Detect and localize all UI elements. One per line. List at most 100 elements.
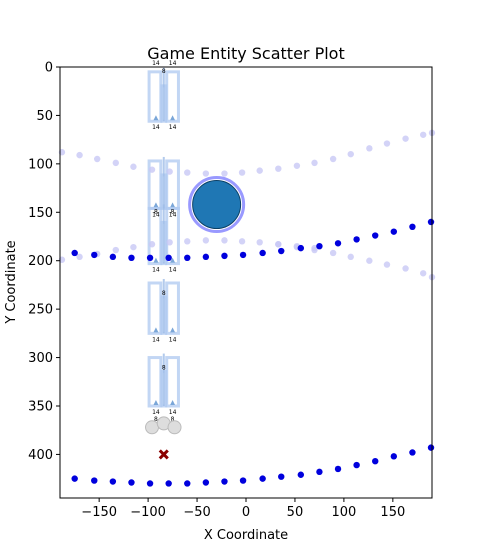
scatter-point [128, 479, 135, 486]
scatter-point [202, 479, 210, 486]
y-tick-label: 350 [28, 399, 53, 414]
scatter-point [383, 261, 391, 268]
scatter-point [347, 150, 354, 158]
entity-label: 14 [169, 124, 177, 131]
entity-triangle [170, 399, 176, 405]
entity-triangle [170, 202, 176, 208]
entity-label: 14 [152, 60, 160, 67]
x-tick-label: −150 [81, 505, 117, 520]
scatter-point [329, 155, 337, 163]
entity-label: 8 [162, 290, 166, 297]
entity-triangle [153, 399, 159, 405]
entity-label: 8 [154, 416, 158, 423]
scatter-point [71, 249, 78, 257]
entity-label: 8 [154, 208, 158, 215]
x-tick-label: 150 [380, 505, 405, 520]
scatter-point [259, 249, 266, 257]
grey-circle [145, 420, 160, 435]
scatter-point [419, 131, 427, 138]
scatter-point [239, 477, 247, 484]
scatter-point [71, 475, 78, 482]
scatter-point [409, 449, 416, 456]
scatter-point [259, 475, 266, 482]
scatter-point [91, 251, 98, 259]
y-tick-label: 150 [28, 206, 53, 221]
scatter-point [165, 254, 172, 262]
scatter-point [202, 170, 210, 177]
scatter-point [94, 155, 101, 163]
y-tick-label: 50 [36, 109, 53, 124]
scatter-point [76, 151, 83, 159]
scatter-point [202, 237, 210, 244]
entity-label: 8 [171, 208, 175, 215]
scatter-point [427, 218, 435, 226]
scatter-point [334, 240, 342, 247]
y-tick-label: 300 [28, 351, 53, 366]
scatter-point [146, 480, 154, 487]
scatter-point [109, 253, 117, 261]
entity-triangle [153, 202, 159, 208]
y-tick-label: 400 [28, 448, 53, 463]
scatter-point [402, 265, 409, 272]
x-tick-label: 0 [242, 505, 250, 520]
entity-triangle [153, 257, 159, 263]
entity-label: 14 [169, 211, 177, 218]
scatter-point [353, 236, 360, 243]
scatter-point [221, 252, 228, 260]
scatter-point [238, 169, 246, 176]
chart-title: Game Entity Scatter Plot [147, 44, 344, 63]
scatter-point [91, 477, 98, 484]
entity-triangle [153, 115, 159, 121]
scatter-point [427, 444, 435, 451]
entity-label: 8 [162, 365, 166, 372]
scatter-point [184, 238, 191, 245]
scatter-point [148, 166, 156, 173]
scatter-point [311, 159, 318, 167]
scatter-point [297, 471, 305, 478]
x-marker [158, 449, 169, 460]
scatter-point [278, 473, 285, 480]
scatter-point [390, 453, 398, 460]
scatter-point [366, 257, 373, 264]
entity-label: 8 [171, 416, 175, 423]
scatter-point [130, 243, 137, 251]
entity-rect-left [147, 356, 163, 408]
scatter-point [221, 478, 228, 485]
x-axis-label: X Coordinate [204, 528, 288, 543]
big-circle-ring [188, 176, 246, 234]
axes-layer: −150 −100 −50 0 50 100 150 0 50 100 150 200 250 300 35… [28, 61, 405, 521]
scatter-point [256, 239, 263, 246]
y-tick-label: 200 [28, 254, 53, 269]
entity-label: 14 [152, 267, 160, 274]
entity-triangle [170, 115, 176, 121]
y-axis-label: Y Coordinate [4, 240, 19, 324]
scatter-point [275, 165, 282, 172]
scatter-point [311, 246, 318, 254]
dots-layer [58, 129, 436, 487]
scatter-point [316, 468, 323, 476]
scatter-point [166, 168, 173, 175]
scatter-point [329, 249, 337, 257]
scatter-point [128, 254, 135, 262]
axes-frame [59, 66, 433, 499]
scatter-point [334, 465, 342, 473]
x-tick-label: −100 [130, 505, 166, 520]
scatter-point [293, 162, 301, 169]
grey-circle [167, 420, 182, 435]
scatter-point [256, 167, 263, 174]
entity-rect-left [147, 281, 163, 335]
scatter-point [184, 254, 191, 262]
scatter-point [76, 253, 83, 261]
entity-label: 14 [152, 124, 160, 131]
entity-triangle [153, 327, 159, 333]
scatter-point [372, 232, 379, 239]
scatter-point [383, 140, 391, 147]
entity-label: 14 [152, 409, 160, 416]
x-tick-label: 100 [331, 505, 356, 520]
entity-rect-left [147, 70, 163, 123]
entity-triangle [170, 257, 176, 263]
scatter-point [109, 478, 117, 485]
scatter-point [366, 145, 373, 152]
